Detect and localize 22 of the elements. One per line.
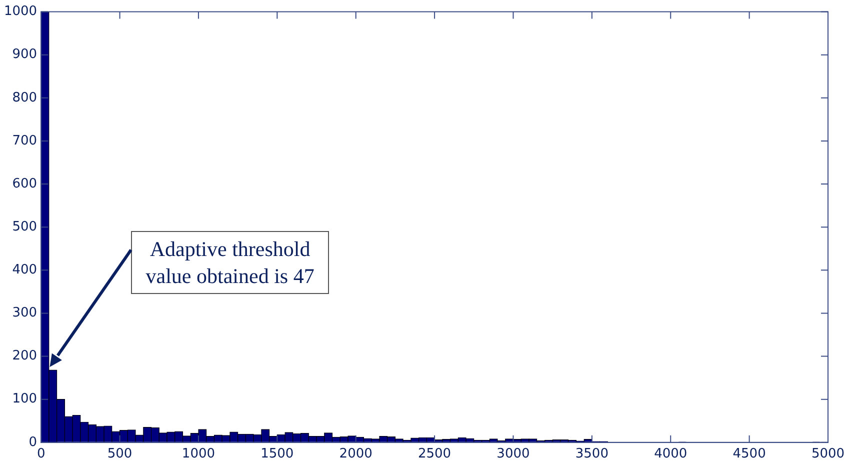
y-tick-label: 600: [12, 176, 38, 192]
y-tick-label: 900: [12, 47, 38, 62]
x-tick-label: 2500: [418, 446, 452, 462]
y-tick-label: 100: [12, 392, 38, 407]
y-tick-label: 500: [12, 219, 38, 234]
annotation: Adaptive threshold value obtained is 47: [130, 231, 330, 294]
x-tick-label: 4000: [654, 446, 688, 462]
x-tick-label: 3500: [575, 446, 608, 462]
y-tick-label: 400: [12, 262, 38, 278]
y-tick-label: 300: [12, 306, 38, 321]
y-tick-label: 0: [28, 434, 38, 450]
y-tick-label: 800: [12, 90, 38, 106]
y-tick-label: 200: [12, 348, 38, 364]
x-tick-label: 2000: [339, 446, 372, 462]
x-tick-label: 5000: [811, 446, 845, 462]
y-tick-label: 700: [12, 133, 38, 148]
x-tick-label: 1500: [260, 446, 294, 462]
x-tick-label: 3000: [496, 446, 530, 462]
x-tick-label: 1000: [182, 446, 216, 462]
x-tick-label: 500: [107, 446, 132, 462]
x-tick-label: 4500: [732, 446, 766, 462]
y-tick-label: 1000: [4, 4, 38, 20]
